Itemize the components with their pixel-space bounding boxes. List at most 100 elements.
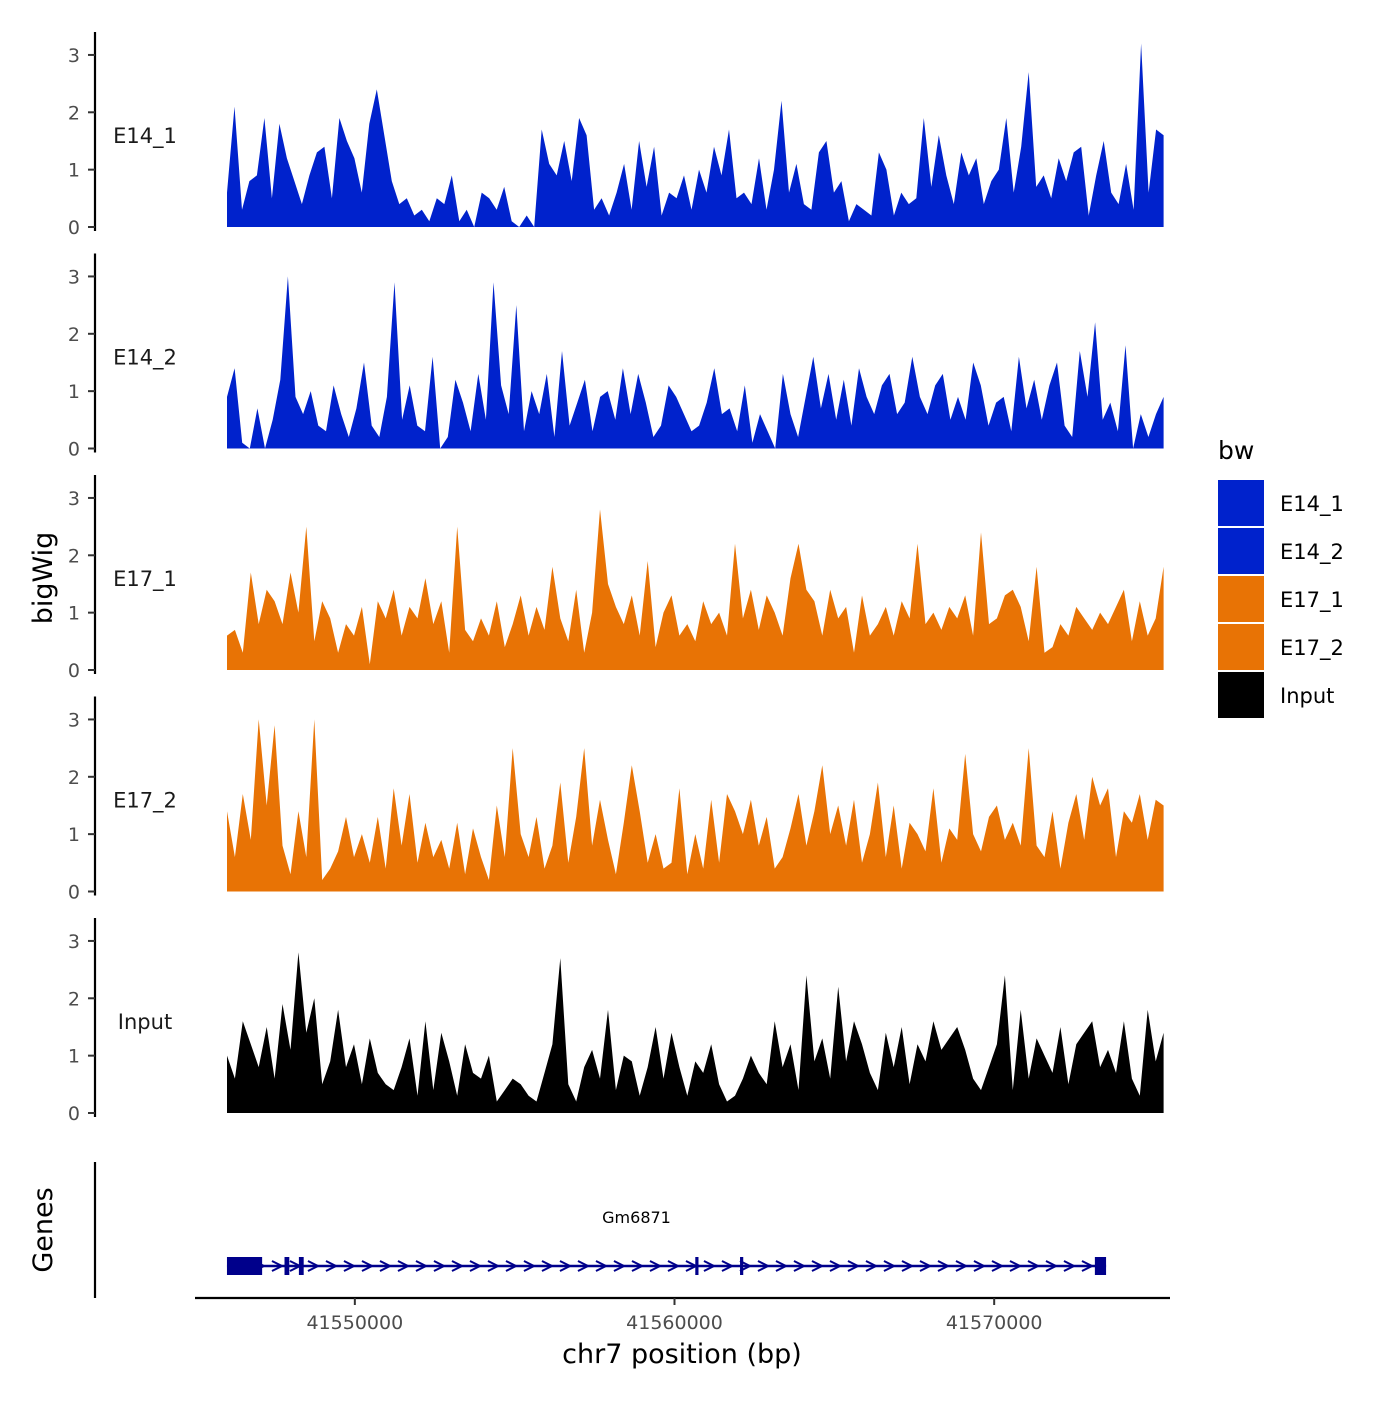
track-e14_2: 0 1 2 3 E14_2 — [68, 253, 1164, 461]
strand-arrow — [721, 1260, 735, 1272]
exon — [1094, 1257, 1107, 1275]
gene-label: Gm6871 — [602, 1208, 671, 1227]
y-tick-label: 3 — [68, 266, 80, 288]
legend-swatch — [1218, 624, 1264, 670]
strand-arrow — [271, 1260, 285, 1272]
legend-swatch — [1218, 528, 1264, 574]
legend-item-input: Input — [1218, 672, 1334, 718]
strand-arrow — [1045, 1260, 1059, 1272]
strand-arrow — [955, 1260, 969, 1272]
gene-gm6871: Gm6871 — [226, 1208, 1107, 1275]
y-tick-label: 2 — [68, 988, 80, 1010]
strand-arrow — [811, 1260, 825, 1272]
legend-item-e14_1: E14_1 — [1218, 480, 1344, 526]
strand-arrow — [595, 1260, 609, 1272]
track-label: E17_2 — [113, 789, 177, 814]
exon — [226, 1257, 263, 1275]
legend-swatch — [1218, 672, 1264, 718]
y-tick-label: 1 — [68, 1046, 80, 1068]
y-tick-label: 1 — [68, 603, 80, 625]
gene-models: Gm6871 — [226, 1208, 1107, 1275]
strand-arrow — [325, 1260, 339, 1272]
y-tick-label: 2 — [68, 767, 80, 789]
area-e14_2 — [227, 276, 1164, 449]
y-tick-label: 2 — [68, 102, 80, 124]
y-tick-label: 0 — [68, 1103, 80, 1125]
strand-arrow — [415, 1260, 429, 1272]
x-ticks: 41550000 41560000 41570000 — [306, 1298, 1043, 1334]
legend-items: E14_1 E14_2 E17_1 E17_2 Input — [1218, 480, 1344, 718]
exon — [695, 1257, 699, 1275]
strand-arrow — [829, 1260, 843, 1272]
exon — [740, 1257, 744, 1275]
strand-arrow — [1081, 1260, 1095, 1272]
area-e17_1 — [227, 509, 1164, 670]
strand-arrow — [775, 1260, 789, 1272]
y-axis-title: bigWig — [28, 532, 59, 625]
strand-arrow — [937, 1260, 951, 1272]
y-tick-label: 2 — [68, 324, 80, 346]
strand-arrow — [865, 1260, 879, 1272]
y-tick-label: 3 — [68, 45, 80, 67]
x-tick-label: 41560000 — [626, 1312, 723, 1334]
legend-title: bw — [1218, 436, 1254, 465]
y-tick-label: 0 — [68, 217, 80, 239]
strand-arrow — [883, 1260, 897, 1272]
track-label: E17_1 — [113, 567, 177, 592]
strand-arrow — [559, 1260, 573, 1272]
strand-arrow — [1063, 1260, 1077, 1272]
genes-axis-title: Genes — [28, 1187, 59, 1272]
legend: bw E14_1 E14_2 E17_1 E17_2 Input — [1218, 436, 1344, 718]
track-label: E14_2 — [113, 346, 177, 371]
tracks-group: 0 1 2 3 E14_1 0 1 2 3 E14_2 0 1 2 3 E17_1 0 1 2 3 E17_2 0 1 2 3… — [68, 32, 1164, 1125]
legend-item-e17_2: E17_2 — [1218, 624, 1344, 670]
strand-arrow — [1009, 1260, 1023, 1272]
strand-arrow — [847, 1260, 861, 1272]
y-tick-label: 0 — [68, 660, 80, 682]
strand-arrow — [577, 1260, 591, 1272]
track-input: 0 1 2 3 Input — [68, 918, 1164, 1125]
legend-label: E17_2 — [1280, 636, 1344, 661]
legend-label: E14_2 — [1280, 540, 1344, 565]
strand-arrow — [307, 1260, 321, 1272]
legend-swatch — [1218, 576, 1264, 622]
y-tick-label: 1 — [68, 160, 80, 182]
genes-panel: Genes Gm6871 — [28, 1162, 1107, 1298]
x-tick-label: 41570000 — [946, 1312, 1043, 1334]
strand-arrow — [667, 1260, 681, 1272]
strand-arrow — [991, 1260, 1005, 1272]
y-tick-label: 0 — [68, 882, 80, 904]
exon — [298, 1257, 304, 1275]
y-tick-label: 3 — [68, 931, 80, 953]
area-e14_1 — [227, 43, 1164, 227]
y-tick-label: 1 — [68, 824, 80, 846]
legend-item-e17_1: E17_1 — [1218, 576, 1344, 622]
area-e17_2 — [227, 719, 1164, 892]
y-tick-label: 3 — [68, 488, 80, 510]
strand-arrow — [505, 1260, 519, 1272]
strand-arrow — [613, 1260, 627, 1272]
track-e14_1: 0 1 2 3 E14_1 — [68, 32, 1164, 239]
legend-label: Input — [1280, 684, 1334, 708]
track-label: E14_1 — [113, 124, 177, 149]
strand-arrow — [451, 1260, 465, 1272]
strand-arrow — [343, 1260, 357, 1272]
strand-arrow — [397, 1260, 411, 1272]
track-e17_1: 0 1 2 3 E17_1 — [68, 475, 1164, 682]
legend-swatch — [1218, 480, 1264, 526]
strand-arrow — [793, 1260, 807, 1272]
strand-arrow — [469, 1260, 483, 1272]
strand-arrow — [487, 1260, 501, 1272]
x-axis: 41550000 41560000 41570000 chr7 position (… — [195, 1296, 1170, 1370]
y-tick-label: 2 — [68, 545, 80, 567]
strand-arrow — [901, 1260, 915, 1272]
exon — [284, 1257, 290, 1275]
strand-arrow — [379, 1260, 393, 1272]
strand-arrow — [523, 1260, 537, 1272]
legend-item-e14_2: E14_2 — [1218, 528, 1344, 574]
area-input — [227, 952, 1164, 1113]
legend-label: E17_1 — [1280, 588, 1344, 613]
y-tick-label: 3 — [68, 709, 80, 731]
track-label: Input — [118, 1010, 172, 1034]
